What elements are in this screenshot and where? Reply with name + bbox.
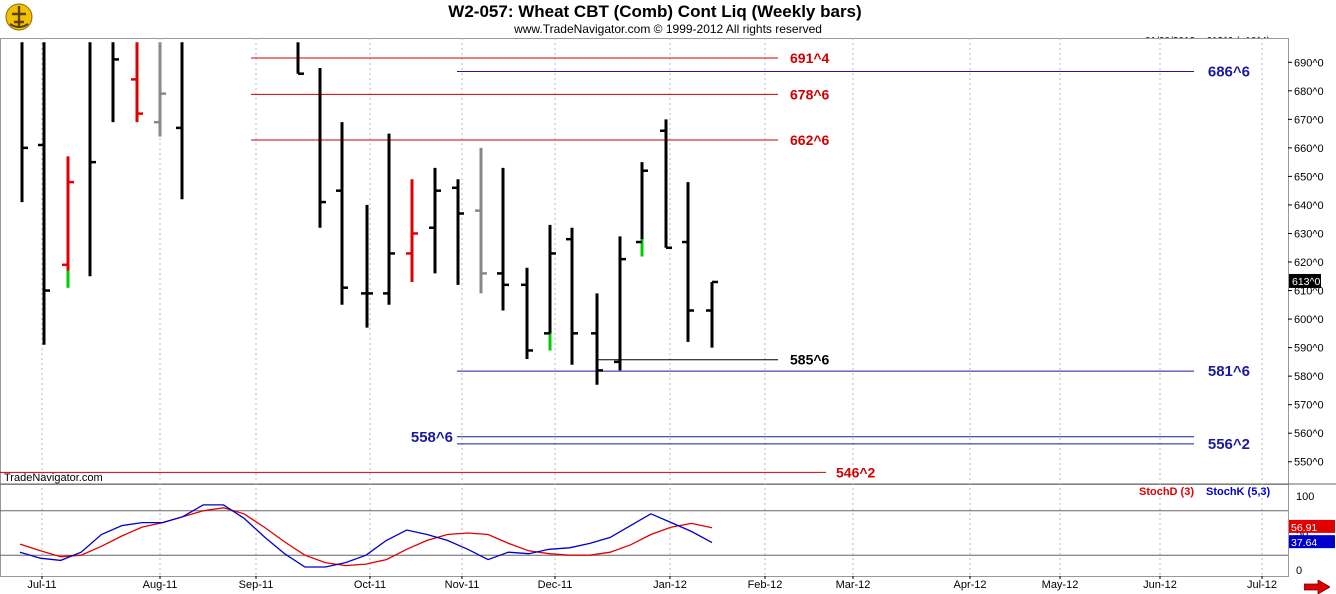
level-label: 546^2 (836, 464, 876, 480)
price-axis-label: 600^0 (1294, 314, 1324, 326)
price-axis-label: 640^0 (1294, 200, 1324, 212)
stochK-line (19, 504, 713, 568)
level-label: 686^6 (1208, 64, 1250, 81)
level-label: 558^6 (411, 429, 453, 446)
price-axis-label: 680^0 (1294, 86, 1324, 98)
stochD-value: 56.91 (1291, 522, 1317, 534)
time-axis-label: Sep-11 (239, 579, 274, 591)
price-axis-label: 580^0 (1294, 371, 1324, 383)
time-axis-label: Dec-11 (538, 579, 573, 591)
level-label: 678^6 (790, 86, 830, 102)
time-axis-label: Apr-12 (953, 579, 986, 591)
level-label: 691^4 (790, 50, 830, 66)
indicator-axis-label: 100 (1296, 491, 1314, 503)
level-label: 585^6 (790, 352, 830, 368)
time-axis-label: Nov-11 (445, 579, 480, 591)
price-axis-label: 630^0 (1294, 228, 1324, 240)
price-axis-label: 610^0 (1294, 286, 1324, 298)
time-axis-label: Feb-12 (748, 579, 783, 591)
price-axis-label: 570^0 (1294, 400, 1324, 412)
price-axis-label: 650^0 (1294, 171, 1324, 183)
price-axis-label: 620^0 (1294, 257, 1324, 269)
indicator-axis-label: 0 (1296, 565, 1302, 577)
time-axis-label: Aug-11 (143, 579, 178, 591)
stochD-legend: StochD (3) (1139, 486, 1194, 498)
stochD-line (19, 507, 713, 567)
last-price-box (1289, 273, 1321, 288)
stochD-value-box (1289, 519, 1335, 533)
price-axis-label: 560^0 (1294, 428, 1324, 440)
price-axis-label: 670^0 (1294, 114, 1324, 126)
watermark-text: TradeNavigator.com (4, 472, 103, 484)
price-axis-label: 590^0 (1294, 343, 1324, 355)
time-axis-label: Jan-12 (653, 579, 687, 591)
stochK-value-box (1289, 535, 1335, 549)
last-price-label: 613^0 (1292, 276, 1320, 288)
indicator-panel (0, 484, 1289, 577)
price-panel (0, 38, 1289, 485)
price-axis-label: 660^0 (1294, 143, 1324, 155)
time-axis-label: Jul-12 (1247, 579, 1277, 591)
chart-title: W2-057: Wheat CBT (Comb) Cont Liq (Weekl… (448, 2, 862, 21)
stochK-legend: StochK (5,3) (1206, 486, 1271, 498)
time-axis-label: Oct-11 (354, 579, 386, 591)
price-axis-label: 690^0 (1294, 57, 1324, 69)
level-label: 662^6 (790, 132, 830, 148)
time-axis-label: Mar-12 (836, 579, 871, 591)
copyright-notice: www.TradeNavigator.com © 1999-2012 All r… (514, 22, 822, 36)
time-axis-label: May-12 (1042, 579, 1079, 591)
price-axis-label: 550^0 (1294, 457, 1324, 469)
level-label: 581^6 (1208, 363, 1250, 380)
time-axis-label: Jul-11 (27, 579, 56, 591)
time-axis-label: Jun-12 (1143, 579, 1177, 591)
stochK-value: 37.64 (1291, 537, 1317, 549)
level-label: 556^2 (1208, 436, 1250, 453)
trade-navigator-logo-icon (5, 3, 33, 31)
scroll-right-arrow-icon[interactable] (1304, 580, 1330, 594)
